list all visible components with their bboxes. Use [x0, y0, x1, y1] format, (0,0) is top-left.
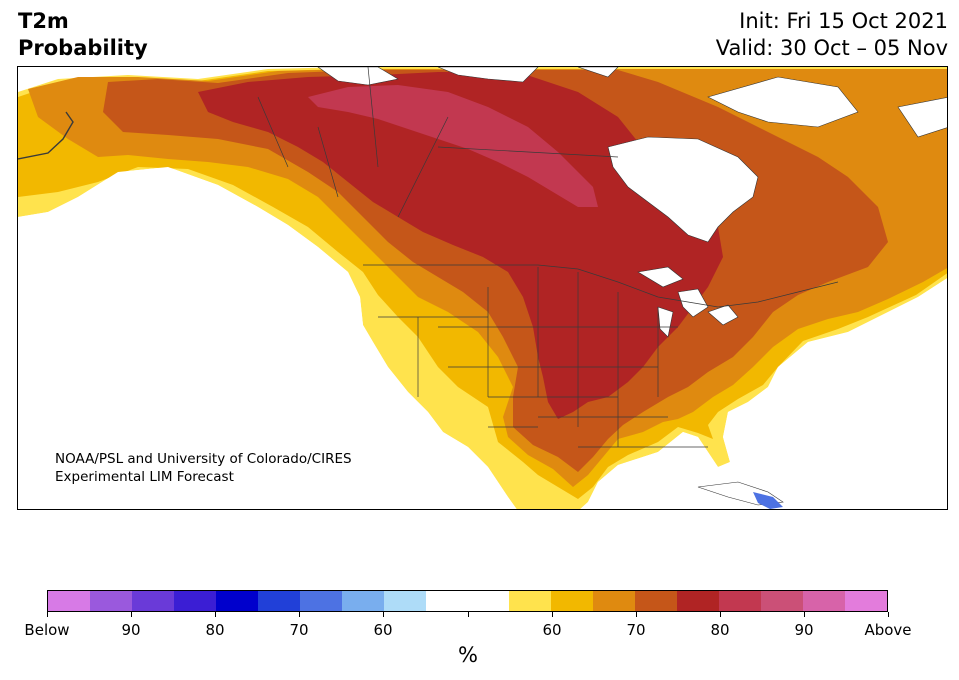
- colorbar-cell: [48, 591, 90, 611]
- colorbar-tick: [383, 612, 384, 617]
- colorbar-tick: [299, 612, 300, 617]
- land-85: [308, 85, 598, 207]
- atlantic-ocean: [723, 278, 947, 509]
- colorbar-cell: [593, 591, 636, 611]
- colorbar-cell: [299, 591, 342, 611]
- colorbar-tick-label: 60: [373, 621, 393, 639]
- colorbar-tick: [131, 612, 132, 617]
- colorbar-tick: [468, 612, 469, 617]
- borders: [257, 67, 839, 448]
- title-variable: T2m: [18, 9, 69, 33]
- colorbar-tick: [888, 612, 889, 617]
- colorbar: [47, 590, 888, 612]
- colorbar-cell: [215, 591, 258, 611]
- title-block: T2m Probability: [18, 8, 148, 62]
- colorbar-cell: [131, 591, 174, 611]
- probability-map: NOAA/PSL and University of Colorado/CIRE…: [17, 66, 948, 510]
- colorbar-tick: [47, 612, 48, 617]
- colorbar-tick-label: Above: [864, 621, 912, 639]
- init-date: Init: Fri 15 Oct 2021: [739, 9, 948, 33]
- below-anomaly-spot: [753, 492, 783, 509]
- colorbar-tick-label: 60: [542, 621, 562, 639]
- colorbar-cell: [761, 591, 804, 611]
- credit-line-1: NOAA/PSL and University of Colorado/CIRE…: [55, 451, 352, 467]
- colorbar-tick-label: 80: [205, 621, 225, 639]
- colorbar-tick-label: 80: [710, 621, 730, 639]
- colorbar-cell: [257, 591, 300, 611]
- credit-line-2: Experimental LIM Forecast: [55, 469, 234, 485]
- colorbar-cell: [383, 591, 426, 611]
- colorbar-cell: [89, 591, 132, 611]
- colorbar-cell: [173, 591, 216, 611]
- colorbar-cell: [467, 591, 510, 611]
- coastline-alaska: [18, 111, 74, 160]
- hudson-bay: [607, 136, 759, 243]
- colorbar-tick-label: 90: [794, 621, 814, 639]
- colorbar-tick: [215, 612, 216, 617]
- colorbar-cell: [551, 591, 594, 611]
- valid-date: Valid: 30 Oct – 05 Nov: [715, 36, 948, 60]
- colorbar-cell: [635, 591, 678, 611]
- colorbar-tick-label: Below: [24, 621, 70, 639]
- credit-text: NOAA/PSL and University of Colorado/CIRE…: [55, 450, 352, 486]
- colorbar-tick-label: 90: [121, 621, 141, 639]
- colorbar-cell: [803, 591, 846, 611]
- colorbar-tick: [720, 612, 721, 617]
- arctic-water: [317, 67, 947, 138]
- map-canvas: [18, 67, 947, 509]
- colorbar-tick: [552, 612, 553, 617]
- colorbar-cell: [509, 591, 552, 611]
- colorbar-cell: [425, 591, 468, 611]
- colorbar-tick-label: 70: [289, 621, 309, 639]
- date-block: Init: Fri 15 Oct 2021 Valid: 30 Oct – 05…: [716, 8, 948, 62]
- colorbar-cell: [845, 591, 888, 611]
- pacific-ocean: [18, 167, 517, 509]
- colorbar-tick: [804, 612, 805, 617]
- colorbar-tick: [636, 612, 637, 617]
- colorbar-unit: %: [458, 643, 478, 667]
- colorbar-cell: [677, 591, 720, 611]
- land-80: [198, 72, 723, 419]
- colorbar-cell: [341, 591, 384, 611]
- title-subtitle: Probability: [18, 36, 148, 60]
- colorbar-tick-label: 70: [626, 621, 646, 639]
- colorbar-cell: [719, 591, 762, 611]
